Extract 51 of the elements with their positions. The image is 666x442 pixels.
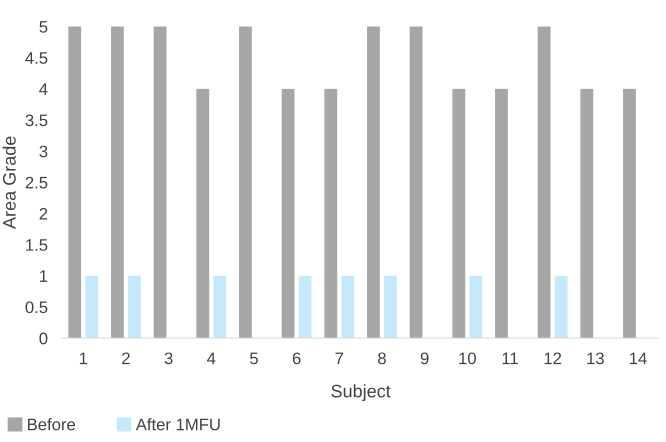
bar <box>410 26 423 338</box>
bar <box>111 26 124 338</box>
bar <box>554 276 568 338</box>
y-tick-label: 1 <box>40 270 48 282</box>
y-tick-label: 3 <box>39 146 48 158</box>
x-tick-label: 2 <box>122 352 130 364</box>
bar <box>538 26 551 338</box>
bar <box>367 26 380 338</box>
y-tick-label: 2.5 <box>26 176 48 189</box>
bar <box>85 276 98 338</box>
y-tick-label: 0.5 <box>26 301 48 314</box>
x-tick-label: 10 <box>459 352 476 364</box>
y-tick-label: 4.5 <box>25 52 48 64</box>
x-tick-label: 3 <box>164 352 173 364</box>
y-tick-label: 0 <box>39 332 48 344</box>
bar <box>154 26 166 338</box>
x-tick-label: 1 <box>80 352 88 364</box>
bar <box>298 276 312 338</box>
y-tick-label: 4 <box>39 83 48 95</box>
x-tick-label: 9 <box>420 352 428 364</box>
x-tick-label: 8 <box>378 352 386 364</box>
bar <box>196 88 210 338</box>
bar <box>282 88 294 338</box>
bar <box>384 276 397 338</box>
bar <box>213 276 226 338</box>
bar <box>580 88 594 338</box>
y-tick-label: 2 <box>40 208 48 220</box>
x-tick-label: 13 <box>587 352 604 364</box>
x-tick-label: 14 <box>630 352 647 364</box>
x-tick-label: 5 <box>250 352 258 364</box>
x-tick-label: 11 <box>502 352 518 364</box>
y-axis-title: Area Grade <box>2 136 16 229</box>
bar <box>469 276 482 338</box>
legend-label: Before <box>28 418 76 430</box>
bar <box>452 88 466 338</box>
bar <box>68 26 82 338</box>
x-tick-label: 7 <box>336 352 344 364</box>
x-tick-label: 6 <box>292 352 301 364</box>
bar <box>239 26 252 338</box>
legend-label: After 1MFU <box>136 418 220 430</box>
bar <box>324 88 338 338</box>
x-axis-title: Subject <box>331 384 391 402</box>
bar <box>128 276 141 338</box>
x-tick-label: 12 <box>544 352 562 364</box>
x-tick-label: 4 <box>207 352 216 364</box>
bar <box>495 88 508 338</box>
bar <box>341 276 354 338</box>
bar <box>623 88 636 338</box>
y-tick-label: 3.5 <box>26 114 48 126</box>
y-tick-label: 1.5 <box>26 239 48 251</box>
y-tick-label: 5 <box>39 21 48 33</box>
